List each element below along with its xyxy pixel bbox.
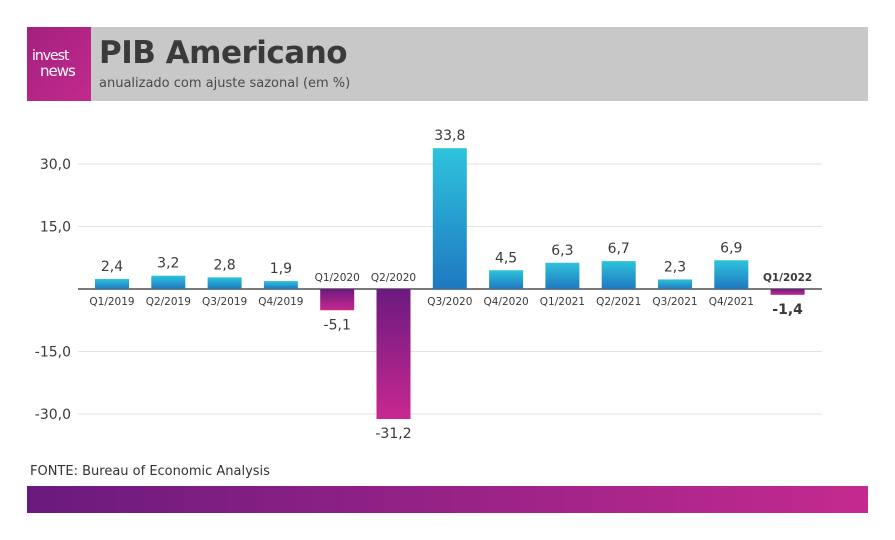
value-label: 2,4 [101,259,123,275]
bar [376,289,411,419]
y-tick-label: -15,0 [35,345,71,361]
value-label: 6,9 [720,240,742,256]
y-tick-label: -30,0 [35,407,71,423]
value-label: -5,1 [324,317,351,333]
category-label: Q4/2021 [709,296,754,308]
logo-text-news: news [40,62,76,80]
investnews-logo: invest news [27,27,91,101]
bar [95,279,129,289]
bar [263,281,298,289]
logo-text-invest: invest [32,48,69,64]
bar [151,275,186,289]
category-label: Q1/2020 [315,272,360,284]
value-label: 2,3 [664,259,686,275]
bar [601,261,636,289]
chart-header: invest news PIB Americano anualizado com… [27,27,868,101]
category-label: Q2/2021 [596,296,641,308]
bar [658,279,692,289]
value-label: 6,3 [551,243,573,259]
y-tick-label: 30,0 [40,157,71,173]
source-note: FONTE: Bureau of Economic Analysis [30,464,270,479]
bar [432,148,467,289]
value-label: -1,4 [772,302,803,318]
bar [207,277,242,289]
category-label: Q4/2019 [258,296,303,308]
labels-group: 30,0 15,0 -15,0 -30,0 Q1/2019 2,4 Q2/2019 3,2 Q3… [35,128,812,442]
value-label: 1,9 [270,261,292,277]
category-label: Q2/2019 [146,296,191,308]
value-label: 2,8 [213,257,235,273]
category-label: Q3/2021 [652,296,697,308]
bar [320,289,355,311]
bar [545,262,580,289]
chart-subtitle: anualizado com ajuste sazonal (em %) [99,76,351,91]
chart-title: PIB Americano [99,35,348,71]
category-label: Q3/2019 [202,296,247,308]
value-label: 4,5 [495,250,517,266]
category-label: Q2/2020 [371,272,416,284]
value-label: -31,2 [375,426,411,442]
y-tick-label: 15,0 [40,220,71,236]
category-label: Q4/2020 [483,296,528,308]
category-label: Q1/2019 [89,296,134,308]
bar [770,289,805,295]
value-label: 3,2 [157,256,179,272]
value-label: 33,8 [434,128,465,144]
bar [489,270,524,289]
value-label: 6,7 [608,241,630,257]
category-label: Q3/2020 [427,296,472,308]
bar [714,260,749,289]
footer-gradient-bar [27,486,868,513]
category-label: Q1/2021 [540,296,585,308]
bars-group [95,148,805,419]
category-label: Q1/2022 [763,272,812,284]
